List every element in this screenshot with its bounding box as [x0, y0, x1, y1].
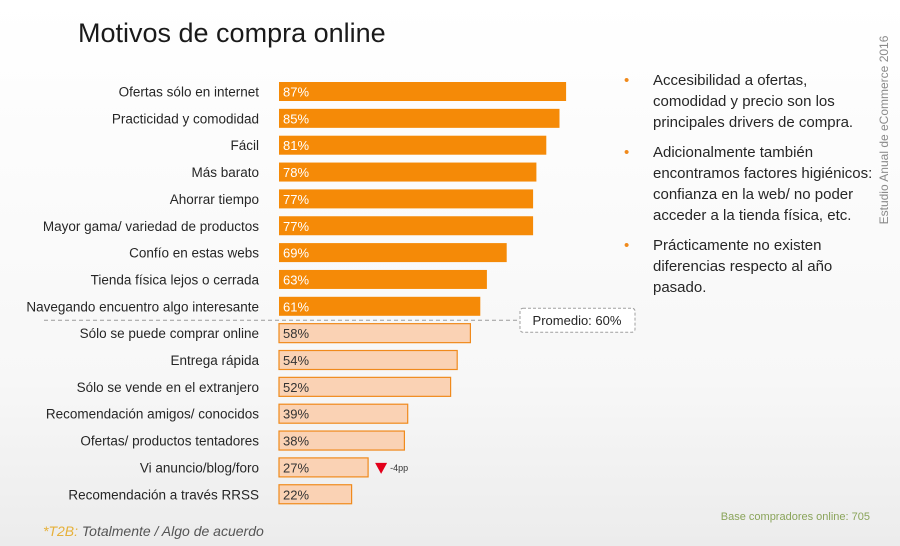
- category-label: Ahorrar tiempo: [170, 192, 259, 207]
- study-label: Estudio Anual de eCommerce 2016: [877, 35, 891, 225]
- bar-value-label: 69%: [283, 246, 309, 261]
- footnote-code: *T2B:: [43, 523, 79, 539]
- category-label: Practicidad y comodidad: [112, 111, 259, 126]
- average-label: Promedio: 60%: [533, 313, 622, 328]
- bar: [279, 108, 560, 128]
- bullet-text: Adicionalmente también encontramos facto…: [653, 144, 873, 224]
- bar: [278, 403, 409, 424]
- category-label: Confío en estas webs: [129, 246, 259, 261]
- bar-value-label: 52%: [283, 380, 309, 395]
- bar: [278, 376, 452, 397]
- bullet-list: • Accesibilidad a ofertas, comodidad y p…: [624, 70, 874, 307]
- bar-value-label: 27%: [283, 460, 309, 475]
- bar: [278, 484, 353, 505]
- bar-value-label: 78%: [283, 165, 309, 180]
- category-label: Recomendación a través RRSS: [68, 487, 259, 502]
- bar: [279, 135, 547, 155]
- bar: [278, 457, 369, 478]
- category-label: Ofertas sólo en internet: [119, 85, 260, 100]
- bar: [279, 82, 567, 101]
- chart: 87% Ofertas sólo en internet 85% Practicida…: [26, 82, 636, 505]
- category-label: Vi anuncio/blog/foro: [140, 460, 259, 475]
- bullet-text: Prácticamente no existen diferencias res…: [653, 237, 833, 296]
- category-label: Sólo se puede comprar online: [80, 326, 259, 341]
- bullet-marker-icon: •: [624, 72, 630, 89]
- bullet-item: • Adicionalmente también encontramos fac…: [624, 142, 874, 226]
- category-label: Más barato: [191, 165, 259, 180]
- bar: [279, 162, 537, 182]
- bar-value-label: 54%: [283, 353, 309, 368]
- category-label: Fácil: [230, 138, 259, 153]
- bar-value-label: 77%: [283, 192, 309, 207]
- category-label: Recomendación amigos/ conocidos: [46, 407, 259, 422]
- bar: [279, 189, 534, 209]
- bar-value-label: 38%: [283, 434, 309, 449]
- footnote: *T2B: Totalmente / Algo de acuerdo: [43, 523, 264, 539]
- category-label: Tienda física lejos o cerrada: [91, 272, 260, 287]
- bar: [278, 323, 471, 344]
- bar-value-label: 77%: [283, 219, 309, 234]
- bar: [279, 296, 481, 316]
- change-down-icon: [375, 462, 388, 474]
- category-label: Navegando encuentro algo interesante: [26, 299, 259, 314]
- base-label: Base compradores online: 705: [720, 511, 870, 523]
- bar-value-label: 61%: [283, 299, 309, 314]
- bullet-marker-icon: •: [624, 144, 630, 161]
- bar-value-label: 63%: [283, 272, 309, 287]
- bar: [279, 243, 507, 263]
- change-annotation: -4pp: [390, 463, 408, 473]
- bullet-text: Accesibilidad a ofertas, comodidad y pre…: [653, 72, 854, 131]
- bullet-item: • Accesibilidad a ofertas, comodidad y p…: [624, 70, 874, 133]
- category-label: Ofertas/ productos tentadores: [80, 434, 259, 449]
- bar-value-label: 22%: [283, 487, 309, 502]
- bar-value-label: 58%: [283, 326, 309, 341]
- category-label: Sólo se vende en el extranjero: [77, 380, 259, 395]
- bar: [279, 216, 534, 236]
- bar: [278, 349, 458, 371]
- bar: [279, 269, 487, 289]
- bar-value-label: 87%: [283, 85, 309, 100]
- category-label: Entrega rápida: [170, 353, 259, 368]
- bullet-item: • Prácticamente no existen diferencias r…: [624, 235, 874, 298]
- category-label: Mayor gama/ variedad de productos: [43, 219, 259, 234]
- footnote-text: Totalmente / Algo de acuerdo: [81, 523, 264, 539]
- page-title: Motivos de compra online: [78, 18, 386, 48]
- bar-value-label: 39%: [283, 407, 309, 422]
- bar: [278, 430, 406, 451]
- bar-value-label: 85%: [283, 111, 309, 126]
- bar-value-label: 81%: [283, 138, 309, 153]
- average-label-box: [519, 307, 636, 333]
- bullet-marker-icon: •: [624, 237, 630, 254]
